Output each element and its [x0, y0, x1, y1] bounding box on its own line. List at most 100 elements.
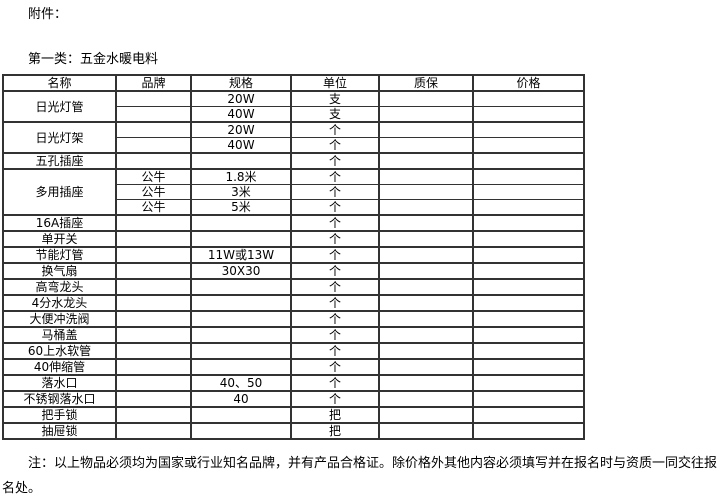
price-cell	[473, 279, 585, 296]
spec-cell: 40、50	[191, 375, 292, 392]
spec-cell	[191, 311, 292, 328]
warranty-cell	[379, 231, 474, 248]
price-cell	[473, 91, 585, 107]
item-name-cell: 60上水软管	[3, 343, 117, 360]
spec-cell	[191, 423, 292, 440]
price-cell	[473, 311, 585, 328]
warranty-cell	[379, 407, 474, 424]
spec-cell	[191, 407, 292, 424]
price-cell	[473, 169, 585, 185]
warranty-cell	[379, 199, 474, 216]
warranty-cell	[379, 359, 474, 376]
unit-cell: 个	[291, 169, 380, 185]
spec-cell	[191, 215, 292, 232]
table-row: 多用插座 公牛 1.8米个	[3, 169, 585, 216]
item-name-cell: 五孔插座	[3, 153, 117, 170]
category-title: 第一类：五金水暖电料	[28, 52, 159, 67]
spec-cell: 1.8米	[191, 169, 292, 185]
warranty-cell	[379, 295, 474, 312]
table-row: 五孔插座 个	[3, 153, 585, 170]
item-name-cell: 落水口	[3, 375, 117, 392]
brand-cell	[116, 153, 192, 170]
item-name-cell: 多用插座	[3, 169, 117, 216]
price-cell	[473, 153, 585, 170]
price-cell	[473, 343, 585, 360]
header-unit: 单位	[291, 75, 380, 92]
table-row: 大便冲洗阀 个	[3, 311, 585, 328]
item-name-cell: 高弯龙头	[3, 279, 117, 296]
warranty-cell	[379, 423, 474, 440]
brand-cell	[116, 359, 192, 376]
unit-cell: 个	[291, 327, 380, 344]
unit-cell: 个	[291, 279, 380, 296]
item-name-cell: 不锈钢落水口	[3, 391, 117, 408]
spec-cell: 40W	[191, 106, 292, 123]
spec-cell: 40	[191, 391, 292, 408]
spec-cell	[191, 153, 292, 170]
unit-cell: 个	[291, 295, 380, 312]
spec-cell: 20W	[191, 91, 292, 107]
warranty-cell	[379, 327, 474, 344]
item-name-cell: 大便冲洗阀	[3, 311, 117, 328]
brand-cell	[116, 391, 192, 408]
table-row: 40伸缩管 个	[3, 359, 585, 376]
attachment-label: 附件：	[28, 7, 68, 22]
price-cell	[473, 106, 585, 123]
price-cell	[473, 137, 585, 154]
item-name-cell: 节能灯管	[3, 247, 117, 264]
item-name-cell: 单开关	[3, 231, 117, 248]
warranty-cell	[379, 343, 474, 360]
table-row: 不锈钢落水口 40 个	[3, 391, 585, 408]
warranty-cell	[379, 91, 474, 107]
warranty-cell	[379, 279, 474, 296]
table-row: 40W 个	[3, 137, 585, 154]
brand-cell	[116, 91, 192, 107]
warranty-cell	[379, 391, 474, 408]
spec-cell: 3米	[191, 184, 292, 200]
price-cell	[473, 247, 585, 264]
warranty-cell	[379, 263, 474, 280]
unit-cell: 个	[291, 122, 380, 138]
header-price: 价格	[473, 75, 585, 92]
unit-cell: 个	[291, 199, 380, 216]
brand-cell	[116, 375, 192, 392]
unit-cell: 个	[291, 263, 380, 280]
table-row: 把手锁 把	[3, 407, 585, 424]
table-row: 公牛 3米个	[3, 184, 585, 200]
unit-cell: 个	[291, 359, 380, 376]
brand-cell	[116, 231, 192, 248]
price-cell	[473, 215, 585, 232]
brand-cell: 公牛	[116, 184, 192, 200]
price-cell	[473, 122, 585, 138]
unit-cell: 个	[291, 247, 380, 264]
price-cell	[473, 295, 585, 312]
items-table: 名称 品牌 规格 单位 质保 价格 日光灯管 20W 支 40W 支日光灯架 20W 个 40…	[2, 74, 585, 440]
spec-cell: 40W	[191, 137, 292, 154]
spec-cell	[191, 279, 292, 296]
spec-cell	[191, 343, 292, 360]
unit-cell: 个	[291, 391, 380, 408]
price-cell	[473, 231, 585, 248]
price-cell	[473, 407, 585, 424]
item-name-cell: 日光灯管	[3, 91, 117, 123]
warranty-cell	[379, 247, 474, 264]
brand-cell: 公牛	[116, 169, 192, 185]
unit-cell: 个	[291, 184, 380, 200]
warranty-cell	[379, 169, 474, 185]
warranty-cell	[379, 375, 474, 392]
table-row: 日光灯管 20W 支	[3, 91, 585, 123]
warranty-cell	[379, 137, 474, 154]
brand-cell	[116, 311, 192, 328]
brand-cell	[116, 122, 192, 138]
unit-cell: 个	[291, 153, 380, 170]
table-row: 换气扇 30X30 个	[3, 263, 585, 280]
table-row: 4分水龙头 个	[3, 295, 585, 312]
table-row: 高弯龙头 个	[3, 279, 585, 296]
header-brand: 品牌	[116, 75, 192, 92]
spec-cell	[191, 327, 292, 344]
price-cell	[473, 359, 585, 376]
brand-cell	[116, 327, 192, 344]
warranty-cell	[379, 153, 474, 170]
spec-cell	[191, 359, 292, 376]
table-row: 16A插座 个	[3, 215, 585, 232]
